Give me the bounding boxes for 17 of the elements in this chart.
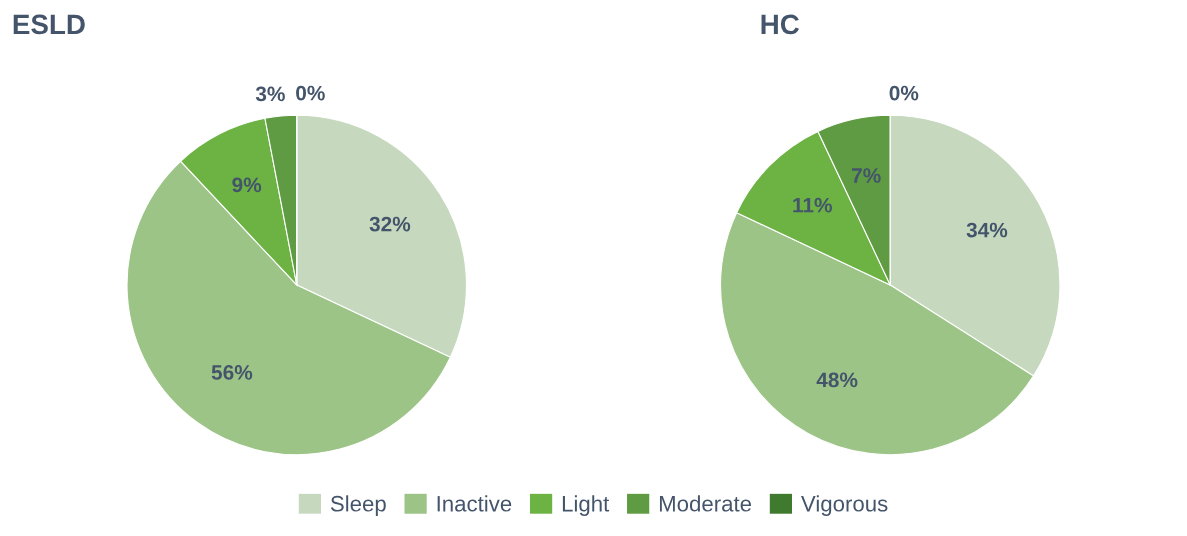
legend-label: Light	[562, 495, 610, 516]
data-label: 34%	[966, 222, 1008, 238]
text: 0%	[296, 85, 325, 101]
legend-label: Sleep	[330, 495, 386, 516]
legend-label: Vigorous	[801, 495, 888, 516]
data-label: 3%	[255, 86, 285, 102]
data-label: 11%	[793, 197, 832, 213]
data-label: 9%	[232, 177, 262, 193]
data-label: 56%	[211, 365, 253, 380]
legend-label: Moderate	[659, 495, 752, 512]
data-label: 7%	[852, 168, 881, 183]
chart-title: ESLD	[13, 14, 85, 35]
legend-label: Inactive	[437, 495, 512, 512]
data-label: 48%	[816, 372, 858, 388]
text: 0%	[889, 85, 919, 101]
data-label: 32%	[369, 216, 411, 232]
chart-title: HC	[761, 14, 800, 35]
